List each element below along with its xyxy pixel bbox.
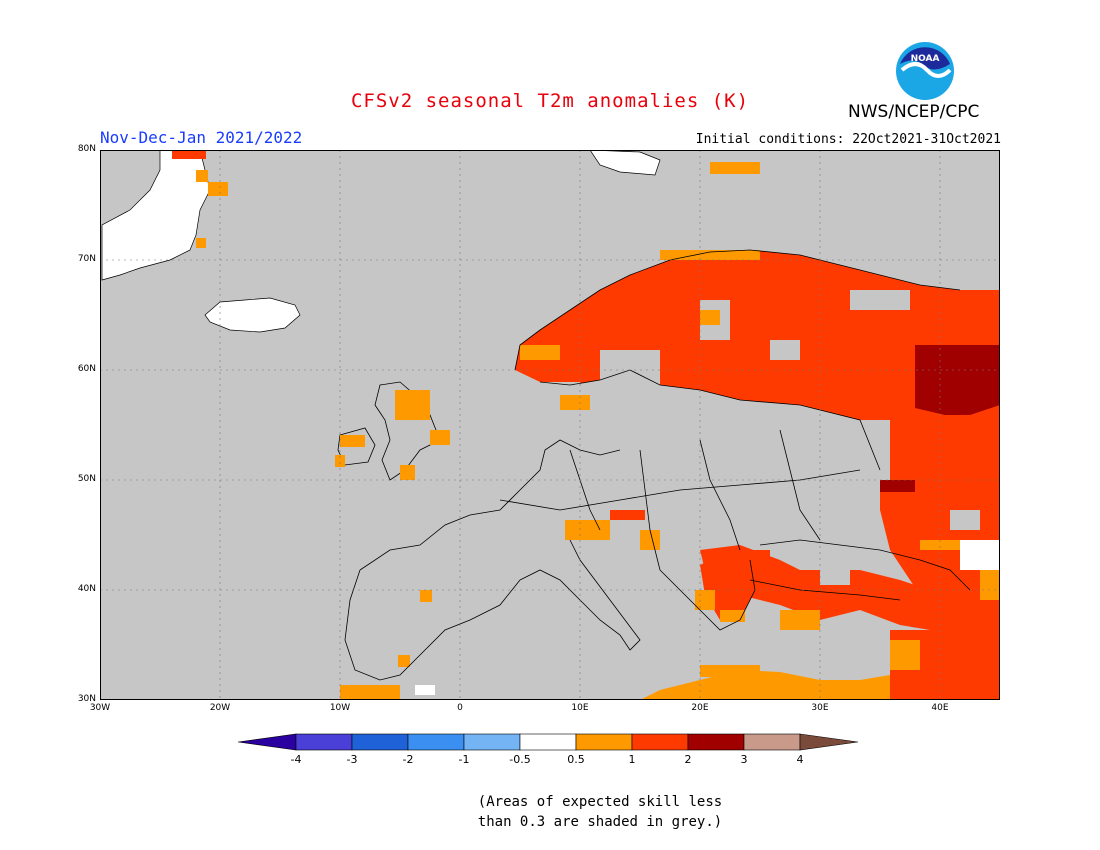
colorbar-label: -3 xyxy=(346,753,358,766)
lat-label: 40N xyxy=(77,584,96,594)
anomaly-core-russia xyxy=(915,345,1000,415)
colorbar xyxy=(238,733,859,751)
greenland xyxy=(101,150,228,281)
agency-label: NWS/NCEP/CPC xyxy=(848,102,980,122)
colorbar-arrow-high xyxy=(799,733,859,751)
colorbar-cell xyxy=(519,733,577,751)
noaa-logo: NOAA xyxy=(896,42,954,100)
skill-note-line: than 0.3 are shaded in grey.) xyxy=(477,814,723,830)
colorbar-label: -1 xyxy=(458,753,470,766)
forecast-period: Nov-Dec-Jan 2021/2022 xyxy=(100,128,303,147)
lon-label: 10E xyxy=(571,703,589,713)
logo-text: NOAA xyxy=(911,54,940,64)
lat-label: 30N xyxy=(77,694,96,704)
iceland xyxy=(204,297,301,333)
map-title: CFSv2 seasonal T2m anomalies (K) xyxy=(350,90,750,112)
lon-label: 10W xyxy=(329,703,351,713)
lat-label: 80N xyxy=(77,144,96,154)
gridlines xyxy=(100,150,1000,700)
colorbar-cell xyxy=(407,733,465,751)
lon-label: 20E xyxy=(691,703,709,713)
colorbar-label: 0.5 xyxy=(567,753,585,766)
colorbar-cell xyxy=(687,733,745,751)
colorbar-cell xyxy=(575,733,633,751)
lon-label: 30E xyxy=(811,703,829,713)
colorbar-label: 2 xyxy=(684,753,692,766)
anomaly-region-alps xyxy=(610,510,645,520)
lon-label: 40E xyxy=(931,703,949,713)
colorbar-label: -2 xyxy=(402,753,414,766)
colorbar-arrow-low xyxy=(238,733,297,751)
arctic-anomaly xyxy=(710,162,760,174)
anomaly-region-turkey xyxy=(700,545,930,630)
lon-label: 30W xyxy=(89,703,111,713)
anomaly-region-north-africa xyxy=(640,670,890,700)
skill-note: (Areas of expected skill less than 0.3 a… xyxy=(440,792,760,832)
svalbard xyxy=(589,150,661,176)
colorbar-cell xyxy=(631,733,689,751)
lat-label: 50N xyxy=(77,474,96,484)
colorbar-label: 1 xyxy=(628,753,636,766)
lat-label: 60N xyxy=(77,364,96,374)
colorbar-label: 3 xyxy=(740,753,748,766)
colorbar-label: -4 xyxy=(290,753,302,766)
colorbar-cell xyxy=(743,733,801,751)
skill-note-line: (Areas of expected skill less xyxy=(477,794,723,810)
initial-conditions: Initial conditions: 22Oct2021-31Oct2021 xyxy=(695,132,1001,147)
anomaly-map xyxy=(100,150,1000,700)
lat-label: 70N xyxy=(77,254,96,264)
lon-label: 0 xyxy=(457,703,463,713)
colorbar-cell xyxy=(463,733,521,751)
colorbar-cell xyxy=(295,733,353,751)
colorbar-cell xyxy=(351,733,409,751)
colorbar-label: 4 xyxy=(796,753,804,766)
lon-label: 20W xyxy=(209,703,231,713)
colorbar-label: -0.5 xyxy=(509,753,531,766)
